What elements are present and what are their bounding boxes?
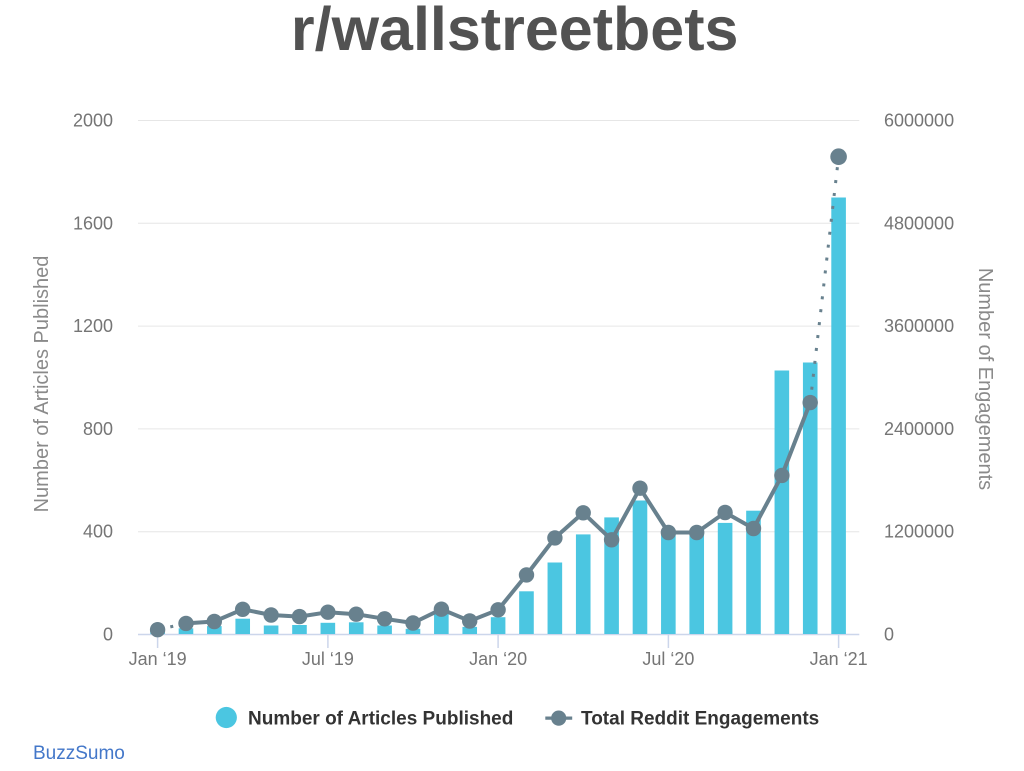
svg-text:Jul ‘19: Jul ‘19 [302, 649, 354, 669]
svg-text:0: 0 [884, 625, 894, 645]
svg-text:800: 800 [83, 419, 113, 439]
svg-text:Jul ‘20: Jul ‘20 [642, 649, 694, 669]
svg-text:Total Reddit Engagements: Total Reddit Engagements [581, 709, 819, 730]
svg-text:Jan ‘19: Jan ‘19 [129, 649, 187, 669]
svg-text:3600000: 3600000 [884, 316, 954, 336]
svg-text:2400000: 2400000 [884, 419, 954, 439]
svg-text:Jan ‘20: Jan ‘20 [469, 649, 527, 669]
svg-text:4800000: 4800000 [884, 213, 954, 233]
svg-text:400: 400 [83, 522, 113, 542]
svg-text:0: 0 [103, 625, 113, 645]
svg-text:1600: 1600 [73, 213, 113, 233]
svg-text:BuzzSumo: BuzzSumo [33, 743, 125, 764]
svg-text:r/wallstreetbets: r/wallstreetbets [291, 0, 739, 63]
svg-text:Number of Articles Published: Number of Articles Published [31, 256, 53, 513]
svg-text:2000: 2000 [73, 111, 113, 131]
svg-text:6000000: 6000000 [884, 111, 954, 131]
svg-text:1200000: 1200000 [884, 522, 954, 542]
svg-text:Number of Engagements: Number of Engagements [974, 268, 996, 490]
svg-text:Number of Articles Published: Number of Articles Published [248, 709, 513, 730]
svg-text:Jan ‘21: Jan ‘21 [810, 649, 868, 669]
svg-text:1200: 1200 [73, 316, 113, 336]
